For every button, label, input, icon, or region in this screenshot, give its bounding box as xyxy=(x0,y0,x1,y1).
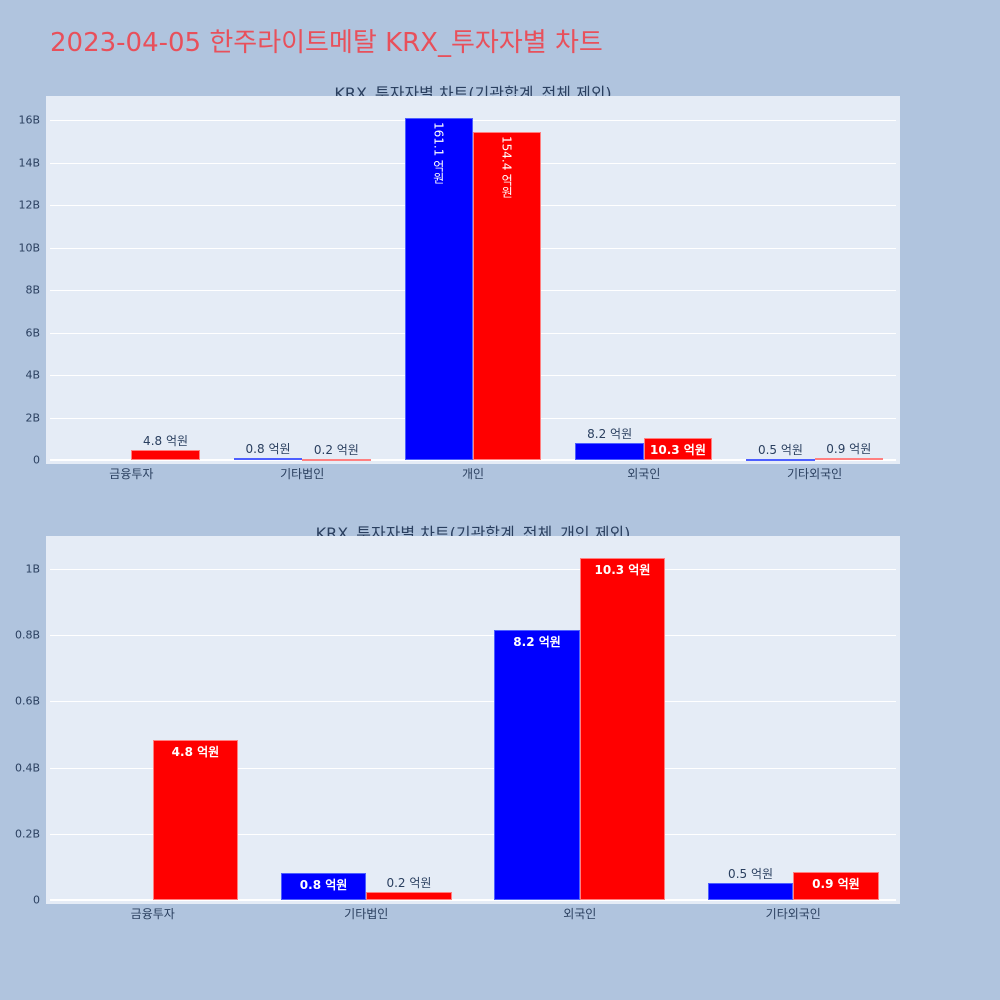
bar[interactable] xyxy=(793,871,879,900)
bar[interactable] xyxy=(131,449,200,460)
bar-value-label: 10.3 억원 xyxy=(594,563,651,578)
bar-value-label: 0.9 억원 xyxy=(826,442,872,457)
bar[interactable] xyxy=(643,438,713,460)
bar-value-label: 0.2 억원 xyxy=(313,442,359,457)
y-tick-label: 10B xyxy=(18,241,40,254)
bar-value-label: 4.8 억원 xyxy=(143,433,189,448)
bar-value-label: 8.2 억원 xyxy=(587,426,633,441)
bar-value-label: 8.2 억원 xyxy=(513,634,561,649)
x-category-label: 금융투자 xyxy=(109,467,154,481)
gridline xyxy=(50,635,896,637)
bar[interactable] xyxy=(814,458,883,461)
main-title: 2023-04-05 한주라이트메탈 KRX_투자자별 차트 xyxy=(50,28,603,58)
bar[interactable] xyxy=(233,458,303,461)
gridline xyxy=(50,120,896,121)
y-tick-label: 0.4B xyxy=(14,761,40,775)
bar[interactable] xyxy=(152,740,239,900)
bar-value-label: 0.9 억원 xyxy=(812,876,860,891)
bar-value-label: 0.2 억원 xyxy=(386,876,432,891)
bar-value-label: 0.8 억원 xyxy=(245,442,291,457)
y-tick-label: 8B xyxy=(25,283,40,297)
bar-value-label: 0.5 억원 xyxy=(757,442,803,457)
bar[interactable] xyxy=(280,872,367,900)
x-category-label: 금융투자 xyxy=(130,907,175,921)
bar-value-label: 0.5 억원 xyxy=(728,866,774,881)
gridline xyxy=(50,833,896,835)
x-category-label: 외국인 xyxy=(627,467,661,481)
x-category-label: 개인 xyxy=(461,467,485,481)
y-tick-label: 2B xyxy=(25,411,40,424)
bar[interactable] xyxy=(579,558,666,900)
bar-value-label: 154.4 억원 xyxy=(499,135,514,199)
y-tick-label: 1B xyxy=(25,562,40,576)
bar[interactable] xyxy=(707,882,794,900)
y-tick-label: 0.6B xyxy=(14,694,40,708)
x-category-label: 기타법인 xyxy=(344,907,389,921)
bar[interactable] xyxy=(366,892,452,900)
gridline xyxy=(50,767,896,769)
gridline xyxy=(50,569,896,570)
gridline xyxy=(50,701,896,703)
bar[interactable] xyxy=(473,131,542,460)
y-tick-label: 0.8B xyxy=(14,628,40,642)
y-tick-label: 6B xyxy=(25,326,40,339)
bar-value-label: 10.3 억원 xyxy=(650,443,706,458)
y-tick-label: 0 xyxy=(33,893,40,907)
x-category-label: 기타외국인 xyxy=(786,467,843,481)
y-tick-label: 12B xyxy=(18,198,40,212)
bar[interactable] xyxy=(302,458,371,461)
gridline xyxy=(50,899,896,901)
y-tick-label: 0 xyxy=(33,453,40,467)
bar-value-label: 161.1 억원 xyxy=(431,121,446,184)
x-category-label: 외국인 xyxy=(563,907,597,921)
bar-value-label: 4.8 억원 xyxy=(171,745,220,760)
bar[interactable] xyxy=(575,442,644,460)
bar[interactable] xyxy=(404,117,473,460)
x-category-label: 기타법인 xyxy=(280,467,325,481)
x-category-label: 기타외국인 xyxy=(765,907,821,921)
y-tick-label: 4B xyxy=(25,368,40,382)
y-tick-label: 16B xyxy=(18,113,40,127)
bar-value-label: 0.8 억원 xyxy=(299,877,348,892)
bar[interactable] xyxy=(746,458,815,461)
gridline xyxy=(50,459,896,461)
y-tick-label: 14B xyxy=(18,156,40,169)
bar[interactable] xyxy=(494,629,580,900)
y-tick-label: 0.2B xyxy=(14,827,40,841)
